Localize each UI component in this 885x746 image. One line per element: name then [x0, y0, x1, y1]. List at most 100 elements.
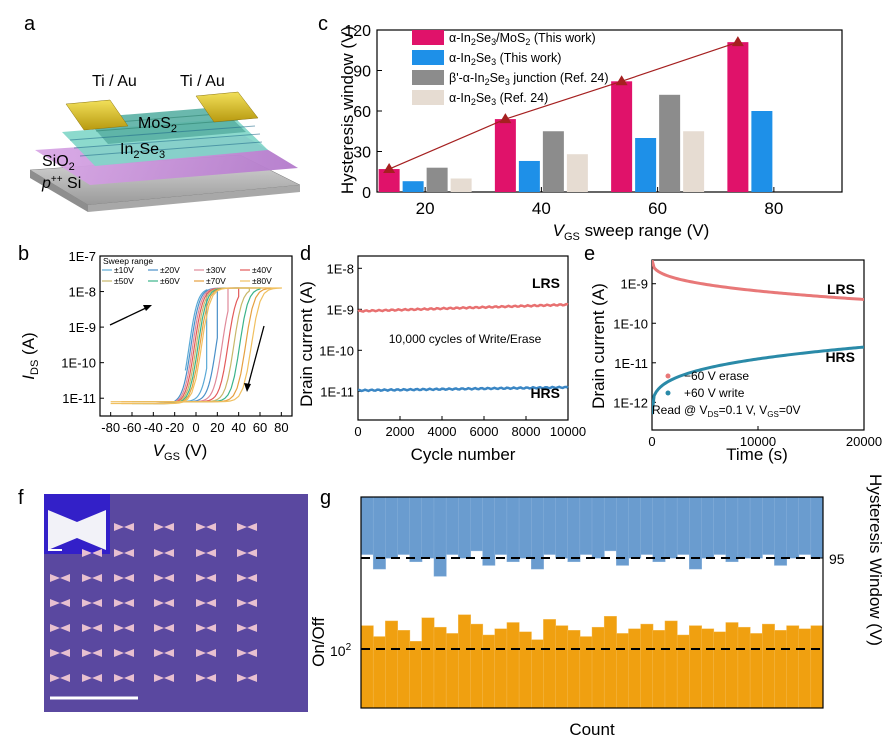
device-pad — [237, 549, 257, 557]
chart-g-onoff-bar — [749, 633, 763, 709]
chart-g-onoff-bar — [421, 617, 435, 709]
device-pad — [82, 549, 102, 557]
chart-d-annotation: 10,000 cycles of Write/Erase — [389, 332, 542, 346]
chart-g-onoff-bar — [591, 626, 605, 709]
chart-c-bar — [751, 111, 773, 192]
chart-c-ytick-label: 60 — [353, 104, 371, 121]
chart-b-legend-label: ±70V — [206, 276, 226, 286]
device-pad — [154, 523, 174, 531]
chart-e-ytick-label: 1E-11 — [614, 356, 648, 371]
chart-g-onoff-bar — [810, 625, 824, 709]
chart-g-onoff-bar — [616, 633, 629, 709]
device-pad — [154, 649, 174, 657]
device-pad — [196, 674, 216, 682]
chart-b-xtick-label: -20 — [165, 420, 184, 435]
chart-c-legend-swatch — [412, 90, 444, 105]
chart-g-hysteresis-bar — [567, 496, 581, 563]
panel-letter-b: b — [18, 243, 29, 265]
chart-c-trend-marker — [615, 75, 628, 86]
chart-g-onoff-bar — [445, 633, 459, 709]
chart-g-bars — [360, 496, 824, 709]
chart-b-xtick-label: 20 — [210, 420, 224, 435]
device-pad — [154, 574, 174, 582]
chart-c-xtick-label: 80 — [764, 199, 783, 218]
chart-g-onoff-bar — [798, 628, 812, 709]
chart-g-hysteresis-bar — [591, 496, 605, 559]
in2se3-label: In2Se3 — [120, 141, 165, 161]
device-pad — [114, 624, 134, 632]
chart-c-bar — [611, 81, 633, 192]
chart-g-hysteresis-bar — [749, 496, 763, 559]
chart-d-curve — [357, 385, 569, 393]
chart-b-xtick-label: -80 — [101, 420, 120, 435]
device-pad — [154, 599, 174, 607]
si-substrate-side — [88, 185, 300, 212]
chart-g-onoff-bar — [664, 620, 678, 709]
chart-g-onoff-bar — [409, 641, 423, 709]
chart-d-ytick-label: 1E-11 — [320, 384, 354, 399]
chart-g-hysteresis-bar — [445, 496, 459, 555]
chart-c-legend-label: α-In2Se3 (Ref. 24) — [449, 91, 548, 107]
chart-e-xtick-label: 0 — [648, 434, 655, 449]
chart-g-onoff-bar — [555, 625, 569, 709]
chart-g-onoff-bar — [458, 614, 471, 709]
chart-c-bars — [378, 36, 773, 193]
device-pad — [196, 549, 216, 557]
chart-c-bar — [683, 131, 705, 192]
left-contact-label: Ti / Au — [92, 73, 137, 90]
chart-g-right-ref-label: 95 — [829, 551, 845, 567]
device-pad — [196, 649, 216, 657]
panel-g: g 95 102 On/Off Hysteresis Window (V) Co… — [309, 474, 885, 739]
chart-g-hysteresis-bar — [798, 496, 812, 555]
chart-g-onoff-bar — [640, 623, 654, 709]
chart-e-xlabel: Time (s) — [726, 445, 788, 464]
chart-e-xtick-label: 10000 — [740, 434, 776, 449]
device-pad — [196, 624, 216, 632]
chart-b-legend-label: ±40V — [252, 265, 272, 275]
panel-f: f — [18, 487, 308, 712]
chart-g-frame — [360, 496, 824, 709]
chart-b-xlabel: VGS (V) — [153, 441, 208, 463]
chart-e-ylabel: Drain current (A) — [589, 283, 608, 409]
panel-letter-f: f — [18, 487, 24, 509]
chart-b-curves — [110, 287, 282, 405]
chart-b-legend: Sweep range±10V ±20V ±30V ±40V ±50V ±60V ±70V ±… — [102, 256, 272, 286]
si-substrate-front — [30, 170, 88, 212]
chart-c-ytick-label: 0 — [362, 185, 371, 202]
device-pad — [82, 649, 102, 657]
panel-c: c 0 30 60 90 120 20 40 60 80 α-In2Se3/MoS2 (This… — [318, 13, 843, 243]
chart-c-xtick-label: 60 — [648, 199, 667, 218]
chart-c-bar — [402, 181, 424, 192]
device-pad — [154, 624, 174, 632]
chart-d-xtick-label: 10000 — [550, 424, 586, 439]
chart-g-hysteresis-bar — [421, 496, 435, 559]
chart-g-onoff-bar — [603, 616, 617, 709]
device-pad — [237, 523, 257, 531]
chart-g-hysteresis-bar — [494, 496, 508, 555]
panel-b: b -80 -60 -40 -20 0 20 40 60 80 1E-7 1E-8 1E-9 1E-10… — [18, 243, 293, 463]
chart-g-onoff-bar — [786, 625, 800, 709]
chart-b-axes: -80 -60 -40 -20 0 20 40 60 80 1E-7 1E-8 1E-9 1E-10 1E… — [61, 249, 293, 435]
chart-e-ytick-label: 1E-12 — [613, 395, 648, 410]
chart-b-curve — [184, 288, 208, 403]
device-pad — [50, 674, 70, 682]
chart-g-onoff-bar — [433, 626, 447, 709]
chart-g-hysteresis-bar — [385, 496, 398, 559]
chart-c-trend-marker — [499, 113, 512, 124]
chart-b-ytick-label: 1E-7 — [69, 249, 96, 264]
chart-c-bar — [727, 42, 749, 193]
device-pad — [237, 624, 257, 632]
chart-g-hysteresis-bar — [725, 496, 739, 563]
device-pad — [196, 523, 216, 531]
chart-b-xtick-label: -60 — [123, 420, 142, 435]
legend-write-marker — [665, 390, 671, 396]
device-pad — [82, 574, 102, 582]
chart-b-ytick-label: 1E-10 — [61, 356, 96, 371]
chart-b-legend-label: ±10V — [114, 265, 134, 275]
chart-c-bar — [494, 119, 516, 192]
sweep-arrow-up-head — [143, 305, 152, 311]
chart-d-axes: 0 2000 4000 6000 8000 10000 1E-8 1E-9 1E-10 1E-11 — [319, 255, 586, 439]
legend-erase-label: −60 V erase — [684, 369, 749, 383]
device-pad — [82, 674, 102, 682]
